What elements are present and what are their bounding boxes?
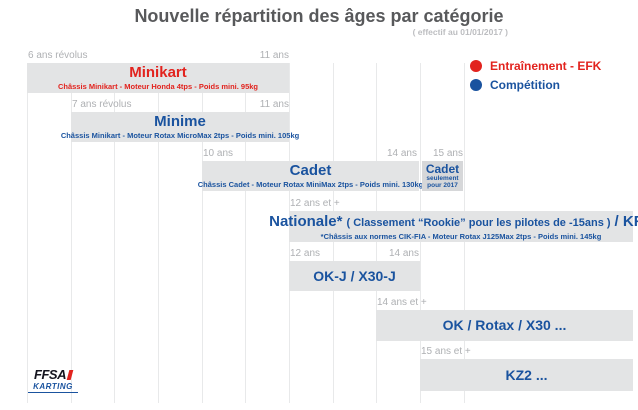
bar-minikart-title: Minikart (129, 64, 187, 81)
karting-logo-text: KARTING (28, 382, 78, 393)
age-label-minime-end: 11 ans (259, 99, 289, 110)
legend-label-competition: Compétition (490, 78, 560, 92)
ffsa-logo-top: FFSA (28, 368, 78, 381)
legend: Entraînement - EFK Compétition (470, 60, 601, 98)
bar-cadet: Cadet Châssis Cadet - Moteur Rotax MiniM… (198, 161, 423, 191)
bar-nationale-spec: *Châssis aux normes CIK-FIA - Moteur Rot… (320, 231, 602, 241)
bar-nationale-title-end: / KFS (614, 212, 638, 230)
bar-kz2: KZ2 ... (420, 359, 633, 391)
age-label-cadet-2017: 15 ans (432, 148, 463, 159)
bar-kz2-title: KZ2 ... (505, 366, 548, 383)
bar-cadet-2017-box: Cadet seulement pour 2017 (422, 161, 463, 191)
bar-minime: Minime Châssis Minikart - Moteur Rotax M… (61, 112, 299, 142)
bar-ok: OK / Rotax / X30 ... (376, 310, 633, 341)
age-label-okj-end: 14 ans (388, 248, 419, 259)
bar-nationale-title: Nationale* ( Classement “Rookie” pour le… (269, 213, 638, 230)
bar-minime-title: Minime (154, 113, 206, 130)
bar-nationale-title-main: Nationale* (269, 212, 343, 230)
page-title: Nouvelle répartition des âges par catégo… (134, 6, 504, 26)
bar-cadet-title: Cadet (289, 162, 332, 179)
bar-minikart-spec: Châssis Minikart - Moteur Honda 4tps - P… (57, 82, 259, 91)
ffsa-karting-logo: FFSA KARTING (28, 368, 78, 393)
age-label-ok-start: 14 ans et + (377, 297, 427, 308)
bar-ok-title: OK / Rotax / X30 ... (442, 317, 567, 333)
bar-minime-spec: Châssis Minikart - Moteur Rotax MicroMax… (60, 131, 300, 140)
age-label-minime-start: 7 ans révolus (72, 99, 132, 110)
bar-okj-title: OK-J / X30-J (313, 267, 396, 284)
age-gridline (245, 63, 246, 403)
bar-nationale: Nationale* ( Classement “Rookie” pour le… (269, 211, 638, 242)
page-subtitle: ( effectif au 01/01/2017 ) (412, 27, 508, 37)
bar-cadet-2017-note1: seulement (426, 174, 459, 182)
bar-okj: OK-J / X30-J (289, 261, 420, 291)
age-gridline (158, 63, 159, 403)
legend-label-entrainement: Entraînement - EFK (490, 59, 602, 73)
bar-cadet-2017-note2: pour 2017 (427, 182, 458, 189)
ffsa-red-flag-icon (66, 369, 74, 380)
age-label-kz2-start: 15 ans et + (421, 346, 471, 357)
entrainement-dot-icon (470, 60, 482, 72)
age-label-nationale-start: 12 ans et + (290, 198, 340, 209)
legend-item-competition: Compétition (470, 79, 601, 91)
age-gridline (27, 63, 28, 403)
age-gridline (71, 63, 72, 403)
legend-item-entrainement: Entraînement - EFK (470, 60, 601, 72)
ffsa-logo-text: FFSA (34, 367, 66, 382)
age-gridline (202, 63, 203, 403)
bar-nationale-title-mid: ( Classement “Rookie” pour les pilotes d… (346, 216, 611, 229)
age-label-minikart-end: 11 ans (259, 50, 289, 61)
age-label-cadet-start: 10 ans (203, 148, 234, 159)
age-label-cadet-end: 14 ans (386, 148, 417, 159)
bar-cadet-2017-title: Cadet (425, 161, 460, 176)
bar-minikart: Minikart Châssis Minikart - Moteur Honda… (27, 63, 289, 93)
bar-cadet-spec: Châssis Cadet - Moteur Rotax MiniMax 2tp… (197, 180, 424, 189)
competition-dot-icon (470, 79, 482, 91)
age-label-okj-start: 12 ans (290, 248, 321, 259)
age-label-minikart-start: 6 ans révolus (28, 50, 88, 61)
age-gridline (114, 63, 115, 403)
